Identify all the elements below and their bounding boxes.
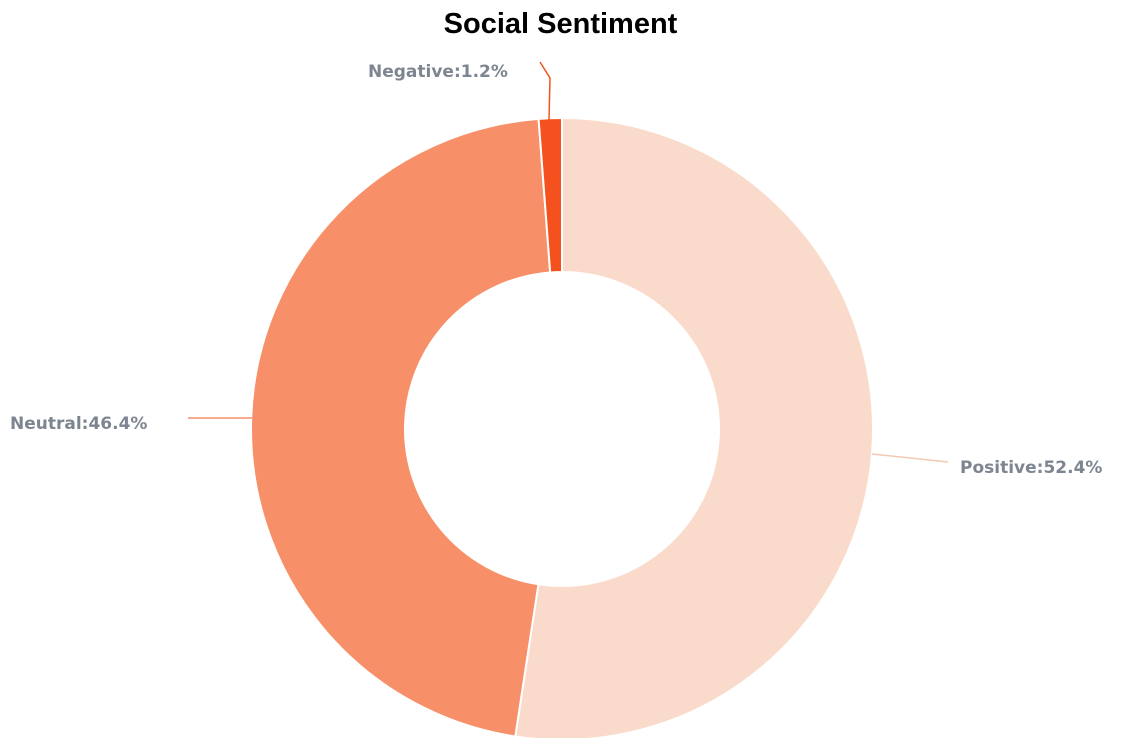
slice-negative[interactable] (537, 116, 563, 274)
leader-line-negative (539, 61, 551, 121)
slice-label-positive: Positive:52.4% (960, 458, 1102, 478)
slices-layer (250, 116, 874, 738)
slice-label-neutral: Neutral:46.4% (10, 414, 147, 434)
slice-label-negative: Negative:1.2% (368, 62, 508, 82)
slice-neutral[interactable] (250, 117, 552, 738)
slice-positive[interactable] (514, 116, 874, 738)
leader-lines-layer (188, 61, 949, 463)
chart-title: Social Sentiment (443, 8, 678, 40)
leader-line-positive (871, 453, 949, 463)
slice-labels-layer: Positive:52.4% Neutral:46.4% Negative:1.2% (10, 62, 1102, 478)
